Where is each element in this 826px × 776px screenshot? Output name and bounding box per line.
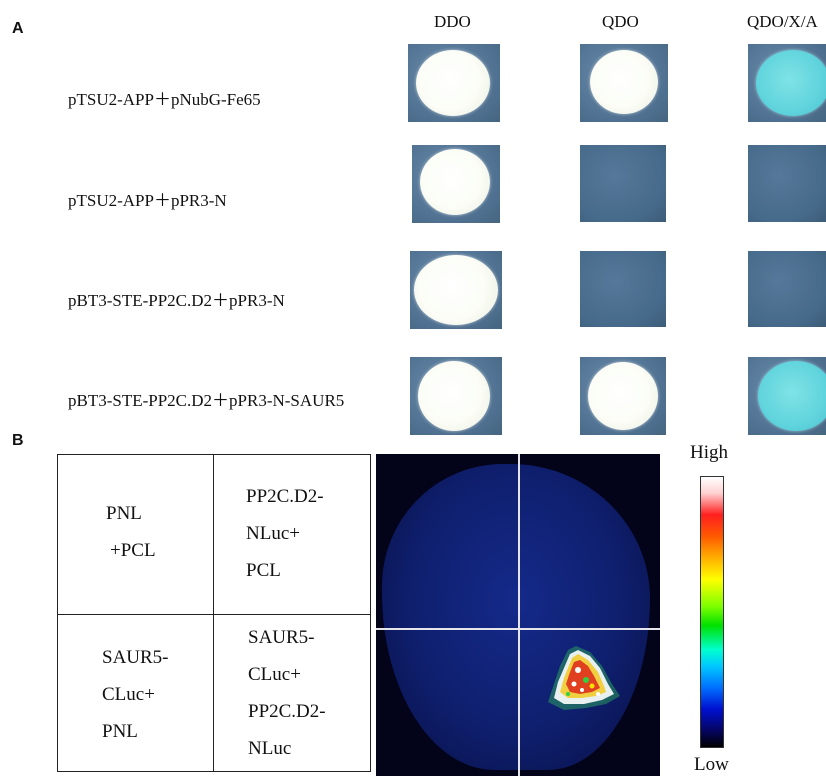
panel-a-label: A xyxy=(12,20,24,37)
cell-text-line: NLuc xyxy=(248,738,292,759)
cell-text-line: +PCL xyxy=(110,540,156,561)
table-divider-horizontal xyxy=(58,614,370,615)
colony xyxy=(758,361,826,431)
column-header-qdo-x-a: QDO/X/A xyxy=(747,12,818,31)
colony xyxy=(588,362,658,430)
cell-text-line: PNL xyxy=(102,721,138,742)
row-label-1: pTSU2-APP＋pNubG-Fe65 xyxy=(68,90,261,109)
colony xyxy=(418,361,490,431)
cell-text-line: SAUR5- xyxy=(248,627,315,648)
cell-bottom-right: SAUR5- CLuc+ PP2C.D2- NLuc xyxy=(248,619,326,767)
plate-row1-ddo xyxy=(408,44,500,122)
table-divider-vertical xyxy=(213,455,214,771)
column-header-ddo: DDO xyxy=(434,12,471,31)
colony xyxy=(756,50,826,116)
leaf-image xyxy=(382,464,650,770)
scale-high-label: High xyxy=(690,442,728,463)
plate-row2-qdo xyxy=(580,145,666,222)
plate-row1-qdo-x-a xyxy=(748,44,826,122)
luciferase-signal xyxy=(548,646,620,710)
cell-text-line: PP2C.D2- xyxy=(248,701,326,722)
row-label-2: pTSU2-APP＋pPR3-N xyxy=(68,191,227,210)
plate-row2-qdo-x-a xyxy=(748,145,826,222)
cell-text-line: NLuc+ xyxy=(246,523,300,544)
luminescence-image xyxy=(376,454,660,776)
plate-row3-qdo-x-a xyxy=(748,251,826,327)
colony xyxy=(416,50,490,116)
plate-row3-qdo xyxy=(580,251,666,327)
row-label-3: pBT3-STE-PP2C.D2＋pPR3-N xyxy=(68,291,285,310)
plate-row2-ddo xyxy=(412,145,500,223)
infiltration-layout-table: PNL +PCL PP2C.D2- NLuc+ PCL SAUR5- CLuc+… xyxy=(57,454,371,772)
cell-bottom-left: SAUR5- CLuc+ PNL xyxy=(102,639,169,750)
panel-b-label: B xyxy=(12,432,24,449)
cell-text-line: PP2C.D2- xyxy=(246,486,324,507)
cell-text-line: PNL xyxy=(106,503,142,524)
column-header-qdo: QDO xyxy=(602,12,639,31)
scale-low-label: Low xyxy=(694,754,729,775)
cell-text-line: SAUR5- xyxy=(102,647,169,668)
plate-row1-qdo xyxy=(580,44,668,122)
intensity-color-scale xyxy=(700,476,724,748)
colony xyxy=(590,50,658,114)
row-label-4: pBT3-STE-PP2C.D2＋pPR3-N-SAUR5 xyxy=(68,391,345,410)
colony xyxy=(414,255,498,325)
plate-row3-ddo xyxy=(410,251,502,329)
plate-row4-ddo xyxy=(410,357,502,435)
cell-top-right: PP2C.D2- NLuc+ PCL xyxy=(246,478,324,589)
cell-text-line: CLuc+ xyxy=(102,684,155,705)
cell-text-line: CLuc+ xyxy=(248,664,301,685)
quadrant-divider-vertical xyxy=(518,454,520,776)
plate-row4-qdo-x-a xyxy=(748,357,826,435)
cell-top-left: PNL +PCL xyxy=(106,495,156,569)
cell-text-line: PCL xyxy=(246,560,281,581)
quadrant-divider-horizontal xyxy=(376,628,660,630)
plate-row4-qdo xyxy=(580,357,666,435)
colony xyxy=(420,149,490,215)
